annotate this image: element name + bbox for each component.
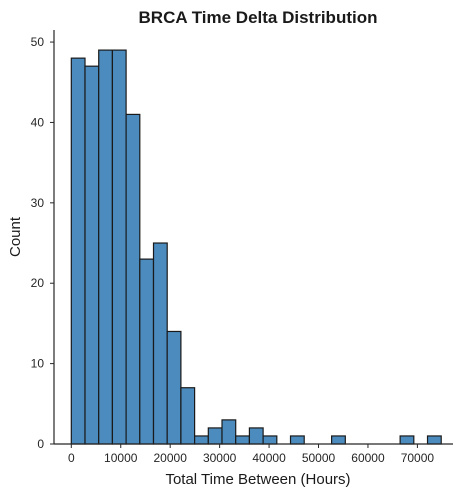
- histogram-bar: [152, 242, 168, 445]
- histogram-bar: [331, 435, 346, 445]
- histogram-bar: [235, 435, 251, 445]
- histogram-bar: [70, 57, 86, 445]
- y-axis-label: Count: [7, 216, 24, 257]
- histogram-bar: [84, 65, 100, 445]
- histogram-bar: [166, 330, 182, 445]
- histogram-bar: [262, 435, 278, 445]
- x-tick-label: 70000: [401, 451, 435, 465]
- x-ticks-group: 0 10000 20000 30000 40000 50000 60000 70000: [68, 444, 434, 465]
- y-tick-label: 0: [37, 437, 44, 451]
- x-tick-label: 50000: [302, 451, 336, 465]
- chart-title: BRCA Time Delta Distribution: [139, 8, 378, 27]
- y-tick-label: 40: [31, 115, 45, 129]
- histogram-bar: [248, 427, 264, 445]
- histogram-bar: [180, 387, 196, 445]
- histogram-bar: [194, 435, 209, 445]
- x-tick-label: 30000: [203, 451, 237, 465]
- histogram-bar: [98, 49, 114, 445]
- histogram-bar: [221, 419, 237, 445]
- bars-group: [70, 49, 442, 445]
- x-tick-label: 40000: [252, 451, 286, 465]
- x-axis-label: Total Time Between (Hours): [165, 471, 350, 488]
- histogram-bar: [111, 49, 127, 445]
- y-tick-label: 30: [31, 196, 45, 210]
- y-ticks-group: 0 10 20 30 40 50: [31, 35, 54, 451]
- x-tick-label: 20000: [154, 451, 188, 465]
- histogram-bar: [289, 435, 305, 445]
- x-tick-label: 10000: [104, 451, 138, 465]
- x-tick-label: 60000: [351, 451, 385, 465]
- histogram-bar: [207, 427, 223, 445]
- histogram-bar: [125, 113, 141, 445]
- histogram-bar: [139, 258, 155, 445]
- y-tick-label: 20: [31, 276, 45, 290]
- histogram-bar: [426, 435, 442, 445]
- x-tick-label: 0: [68, 451, 75, 465]
- y-tick-label: 10: [31, 357, 45, 371]
- y-tick-label: 50: [31, 35, 45, 49]
- histogram-bar: [399, 435, 415, 445]
